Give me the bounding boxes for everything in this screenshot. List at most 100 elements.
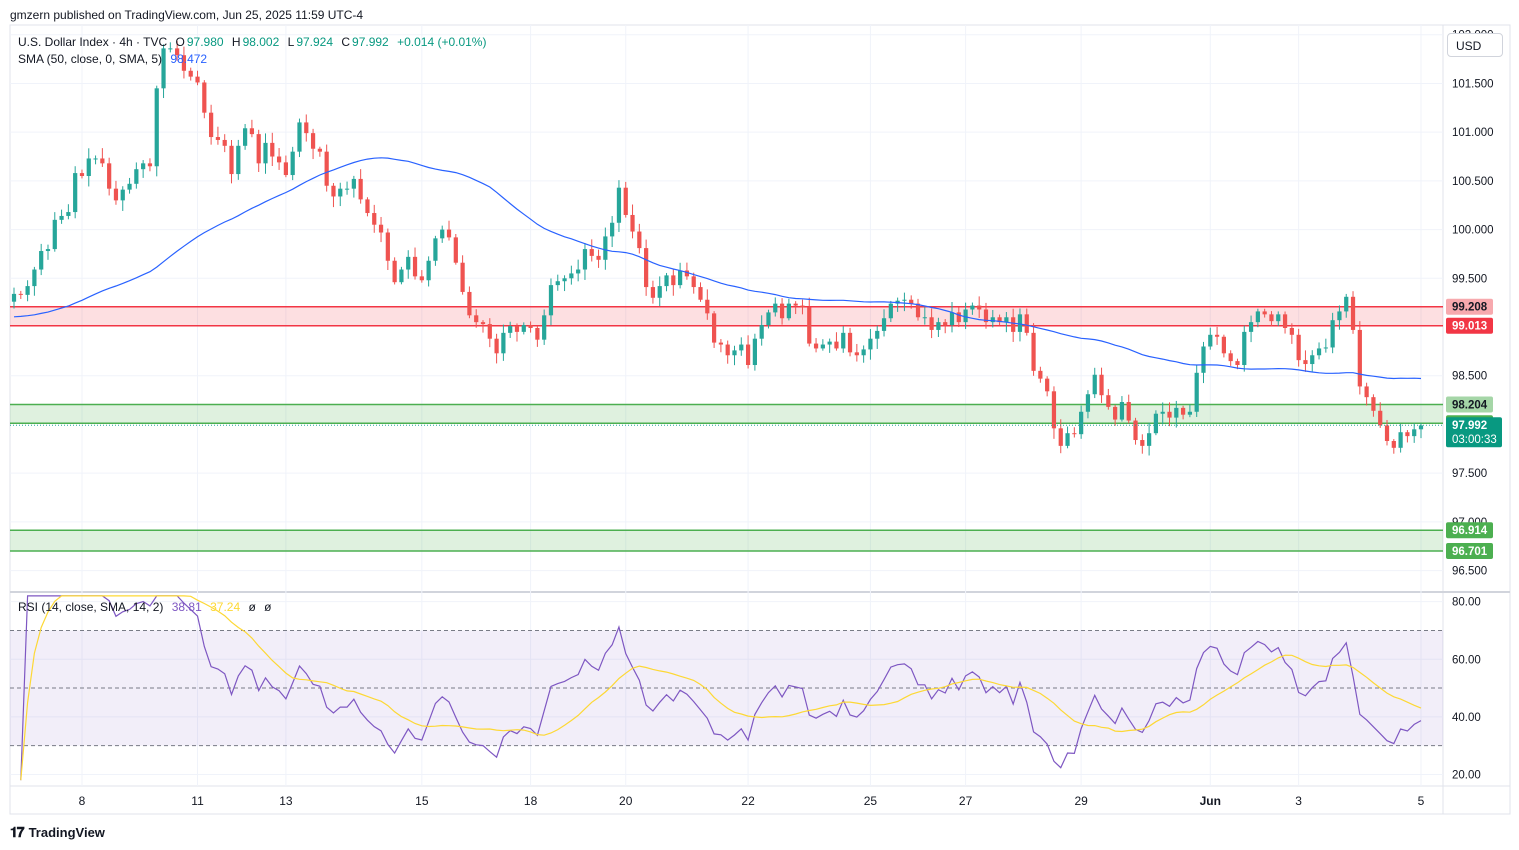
candle-body	[487, 324, 492, 339]
candle	[1160, 402, 1165, 425]
candle	[392, 257, 397, 285]
candle	[474, 309, 479, 328]
candle-body	[929, 317, 934, 330]
candle	[406, 250, 411, 279]
candle-body	[32, 269, 37, 287]
candle-body	[399, 269, 404, 283]
candle-body	[351, 178, 356, 189]
rsi-legend-value: 38.81	[171, 600, 202, 614]
candle-body	[209, 112, 214, 138]
candle-body	[229, 145, 234, 175]
candle-body	[725, 344, 730, 356]
candle	[1384, 419, 1390, 446]
candle	[807, 297, 812, 347]
candle	[209, 104, 214, 145]
candle	[1242, 325, 1247, 372]
publish-caption: gmzern published on TradingView.com, Jun…	[10, 8, 364, 22]
candle-body	[1330, 320, 1335, 348]
candle	[1391, 439, 1396, 454]
candle-body	[1051, 391, 1057, 429]
candle	[521, 322, 526, 335]
candle	[997, 314, 1002, 326]
candle	[134, 162, 139, 189]
candle	[528, 321, 533, 333]
candle-body	[548, 285, 554, 316]
candle-body	[141, 163, 146, 170]
candle	[616, 180, 622, 232]
candle-body	[378, 224, 384, 233]
support-near-top-label-bg	[1446, 396, 1493, 413]
candle-body	[107, 163, 112, 189]
candle	[1174, 400, 1179, 428]
candle	[66, 204, 71, 220]
candle-body	[902, 299, 907, 301]
candle	[59, 209, 64, 224]
candle	[1085, 390, 1091, 419]
candle-body	[304, 122, 309, 134]
resistance-bottom-label: 99.013	[1452, 321, 1487, 333]
candle-body	[732, 350, 737, 356]
candle	[759, 315, 764, 346]
candle	[868, 328, 873, 360]
support-far-top-label-bg	[1446, 522, 1493, 539]
candle	[576, 259, 581, 282]
candle	[215, 126, 221, 145]
candle-body	[181, 55, 187, 71]
candle-body	[698, 287, 703, 300]
price-tick-label: 100.000	[1452, 225, 1494, 237]
candle	[630, 204, 635, 239]
candle-body	[168, 48, 173, 50]
sma-line	[13, 157, 1422, 380]
candle	[1221, 334, 1226, 358]
candle-body	[1412, 429, 1417, 437]
candle	[970, 302, 975, 315]
candle-body	[711, 313, 717, 343]
candle-body	[970, 305, 975, 310]
candle-body	[93, 158, 98, 160]
candle-body	[644, 248, 649, 288]
time-tick-label: 27	[959, 794, 973, 808]
candle-body	[827, 341, 832, 345]
time-tick-label: 5	[1418, 794, 1425, 808]
candle-body	[1031, 332, 1036, 371]
candle-body	[1208, 334, 1213, 347]
candle	[113, 180, 119, 205]
candle-body	[1344, 296, 1349, 312]
candle-body	[188, 70, 193, 77]
candle	[1092, 367, 1097, 399]
candle-body	[936, 322, 941, 330]
candle	[1248, 315, 1254, 343]
candle-body	[752, 338, 757, 366]
candle-body	[616, 187, 622, 223]
candle	[338, 182, 343, 207]
candle	[800, 299, 805, 315]
legend-low-label: L	[287, 35, 295, 49]
candle	[1371, 394, 1376, 417]
candle-body	[997, 317, 1002, 323]
candle-body	[412, 256, 418, 277]
candle	[501, 324, 506, 361]
candle	[460, 255, 465, 295]
candle	[412, 247, 418, 280]
legend-open: 97.980	[186, 35, 224, 49]
candle-body	[671, 275, 676, 286]
candle-body	[1418, 425, 1424, 430]
rsi-ma-legend-value: 37.24	[210, 600, 241, 614]
candle-body	[1072, 433, 1077, 435]
candle	[127, 177, 132, 194]
candle	[841, 326, 846, 353]
candle	[949, 302, 955, 333]
candle-body	[1180, 407, 1186, 415]
candle-body	[426, 260, 431, 281]
candle	[542, 309, 547, 345]
candle	[1303, 350, 1308, 372]
candle-body	[1126, 402, 1131, 421]
candle	[562, 275, 567, 292]
candle	[453, 233, 458, 265]
candle	[956, 307, 961, 328]
candle-body	[215, 137, 221, 140]
candle-body	[1364, 386, 1369, 398]
candle	[365, 197, 370, 217]
currency-button[interactable]: USD	[1447, 33, 1503, 57]
